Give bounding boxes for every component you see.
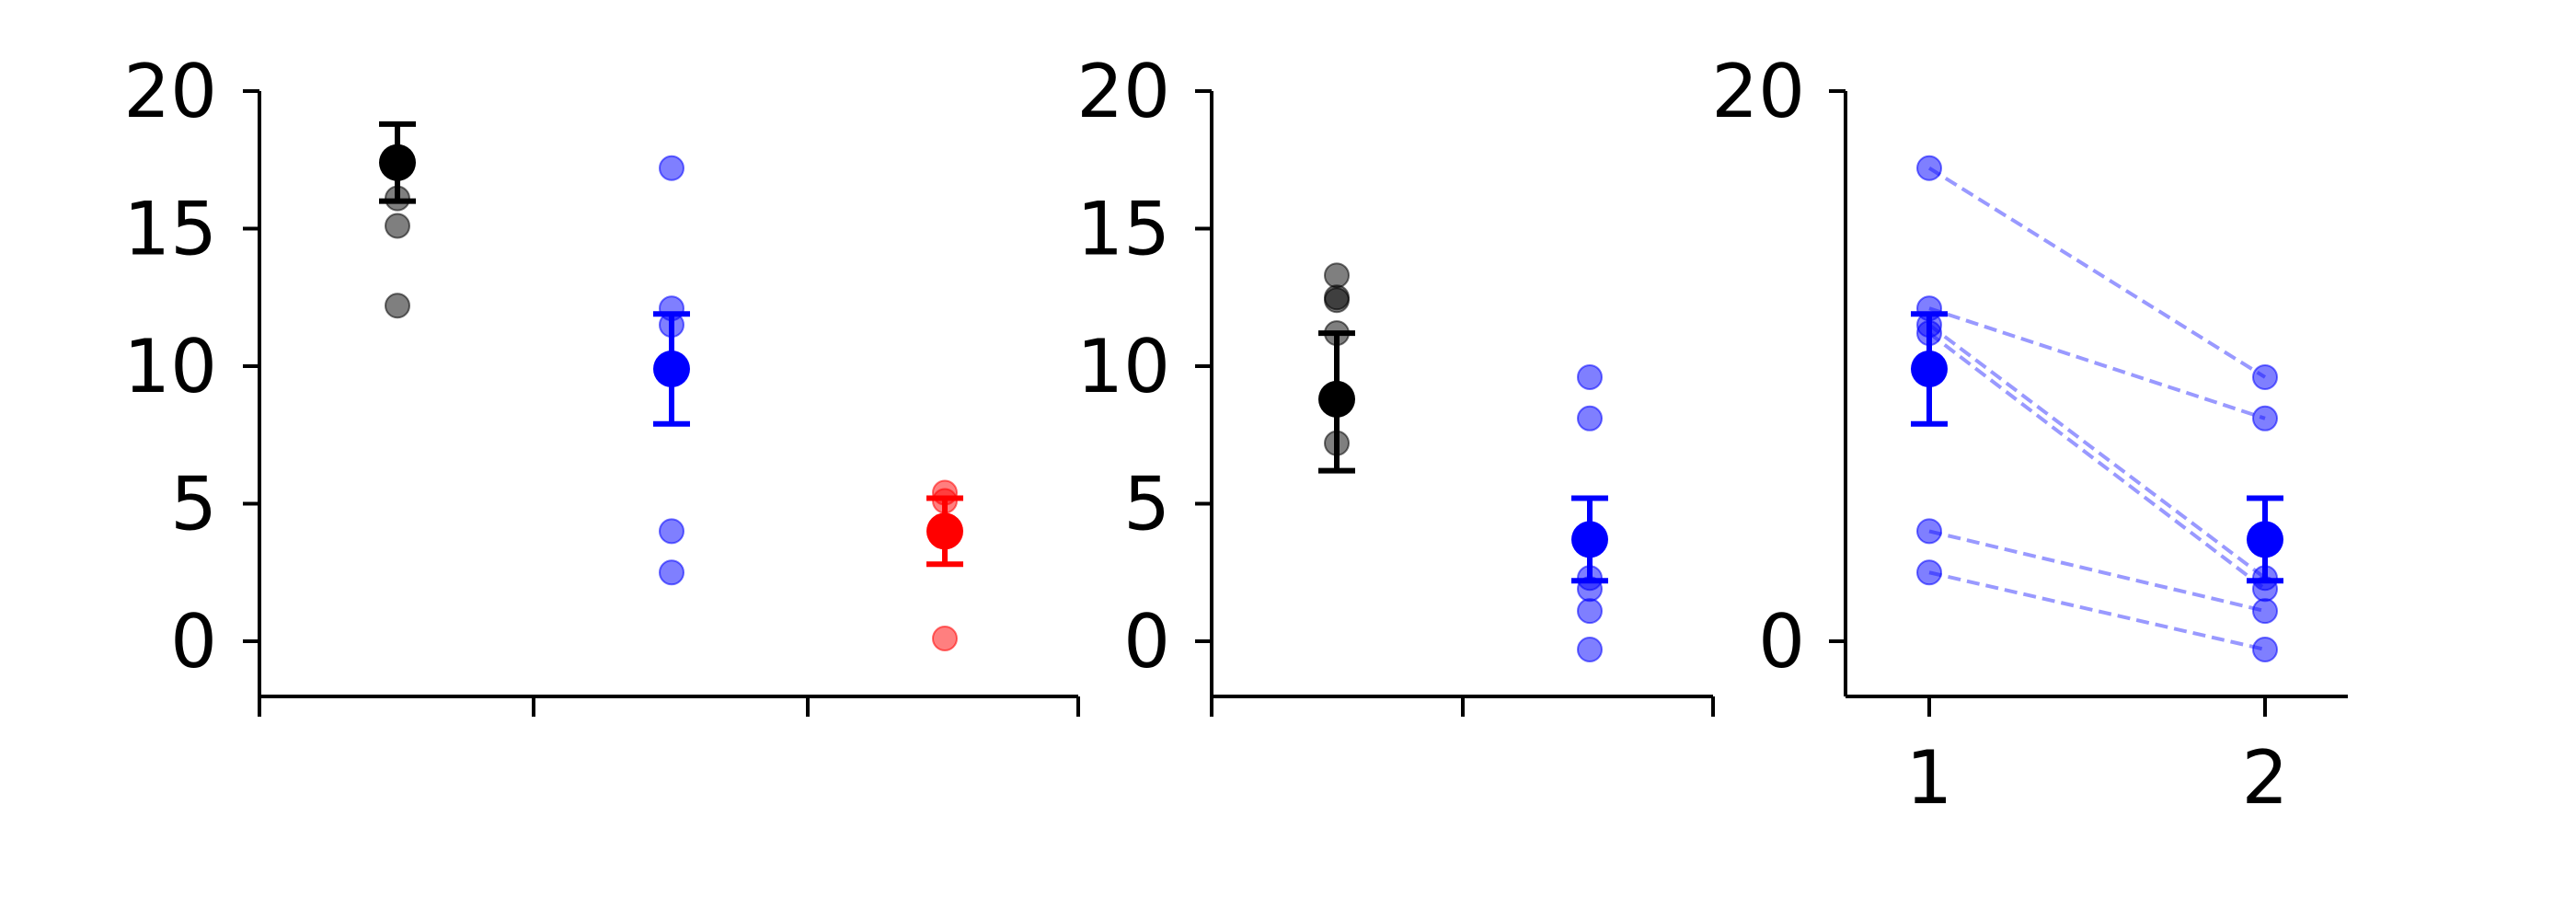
data-point (1324, 262, 1350, 289)
panel-2: 0 5 10 15 20 (1076, 49, 1715, 717)
data-point (385, 213, 410, 239)
y-tick-label: 10 (123, 324, 217, 409)
data-point (1577, 598, 1603, 625)
data-point (1916, 559, 1942, 586)
y-tick-label: 0 (1758, 599, 1805, 684)
data-point (1324, 287, 1350, 314)
data-point (385, 293, 410, 319)
x-tick-label: 1 (1906, 735, 1953, 821)
pair-line (1927, 167, 2267, 379)
mean-point (1911, 350, 1948, 387)
pair-line (1927, 331, 2267, 591)
mean-point (2247, 521, 2283, 558)
y-tick-label: 15 (1076, 187, 1170, 272)
mean-point (1571, 521, 1608, 558)
pair-line (1928, 529, 2266, 614)
y-tick-label: 20 (1076, 49, 1170, 134)
data-point (2252, 363, 2278, 390)
data-point (1577, 363, 1603, 390)
data-point (1916, 155, 1942, 181)
data-point (1916, 518, 1942, 545)
data-point (659, 559, 684, 586)
data-point (2252, 405, 2278, 431)
data-point (659, 155, 684, 181)
y-tick-label: 20 (1711, 49, 1805, 134)
data-point (2252, 598, 2278, 625)
pair-line (1928, 570, 2266, 651)
data-point (2252, 636, 2278, 662)
mean-point (379, 144, 416, 181)
y-tick-label: 0 (170, 599, 217, 684)
panel-3: 0 20 1 2 (1711, 49, 2348, 821)
y-tick-label: 5 (170, 462, 217, 547)
y-tick-label: 15 (123, 187, 217, 272)
mean-point (1318, 380, 1355, 418)
pair-line (1928, 306, 2266, 420)
data-point (932, 626, 958, 652)
mean-point (926, 512, 963, 550)
x-tick-label: 2 (2242, 735, 2289, 821)
y-tick-label: 5 (1123, 462, 1170, 547)
y-tick-label: 0 (1123, 599, 1170, 684)
pair-line (1927, 323, 2267, 580)
y-tick-label: 10 (1076, 324, 1170, 409)
mean-point (653, 350, 690, 387)
panel-1: 0 5 10 15 20 (123, 49, 1080, 717)
data-point (659, 518, 684, 545)
data-point (1577, 405, 1603, 431)
y-tick-label: 20 (123, 49, 217, 134)
data-point (1577, 636, 1603, 662)
